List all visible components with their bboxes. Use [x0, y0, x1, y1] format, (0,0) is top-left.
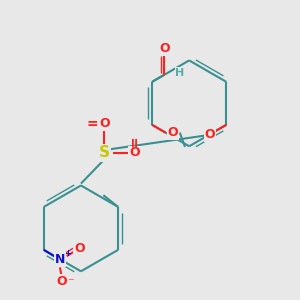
Text: O: O — [168, 126, 178, 139]
Text: O: O — [56, 275, 67, 288]
Text: O: O — [129, 146, 140, 160]
Text: O: O — [159, 42, 169, 55]
Text: ⁻: ⁻ — [67, 276, 73, 289]
Text: =: = — [87, 117, 98, 131]
Text: =: = — [127, 135, 141, 147]
Text: O: O — [99, 117, 110, 130]
Text: O: O — [74, 242, 85, 255]
Text: N: N — [55, 253, 65, 266]
Text: S: S — [99, 146, 110, 160]
Text: H: H — [176, 68, 184, 78]
Text: +: + — [64, 249, 71, 258]
Text: O: O — [205, 128, 215, 141]
